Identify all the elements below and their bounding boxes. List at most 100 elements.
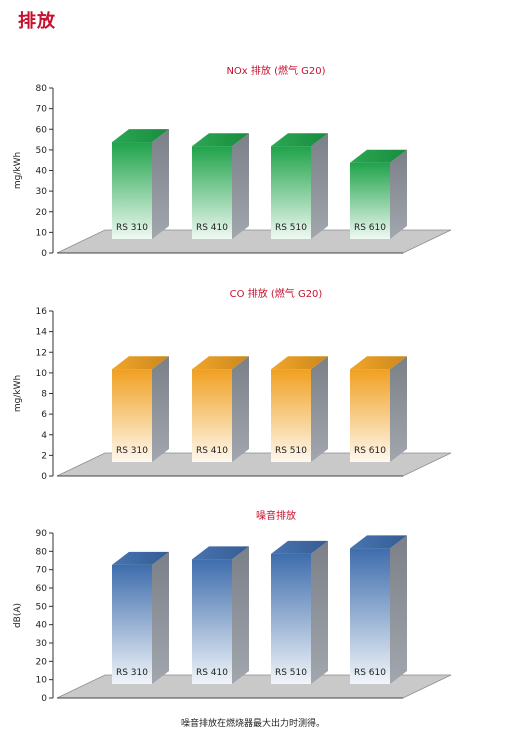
y-axis-label: dB(A) [13,603,23,628]
chart-title: 噪音排放 [256,509,296,522]
y-tick-label: 6 [41,410,47,420]
noise-emission-chart: 噪音排放 dB(A) 0 10 20 30 40 50 60 70 80 90 RS 310 RS 410… [0,503,506,708]
y-tick-label: 60 [36,584,48,594]
y-tick-label: 50 [36,146,48,156]
bar-side [390,356,407,462]
co-emission-chart: CO 排放 (燃气 G20) mg/kWh 0 2 4 6 8 10 12 14 16 RS 310 R… [0,281,506,486]
y-tick-label: 2 [41,451,47,461]
chart-svg: NOx 排放 (燃气 G20) mg/kWh 0 10 20 30 40 50 60 70 80 RS… [13,64,452,259]
y-tick-label: 10 [36,228,48,238]
bar-front [350,162,390,239]
y-tick-label: 0 [41,249,47,259]
bar-top [192,133,249,147]
y-tick-label: 20 [36,208,48,218]
chart-svg: CO 排放 (燃气 G20) mg/kWh 0 2 4 6 8 10 12 14 16 RS 310 R… [13,287,452,482]
y-tick-label: 16 [36,307,48,317]
bar-side [390,535,407,684]
chart-title: NOx 排放 (燃气 G20) [226,64,325,77]
bar-front [112,369,152,462]
bar-side [232,546,249,684]
category-label: RS 610 [354,223,386,233]
category-label: RS 410 [196,446,228,456]
y-tick-label: 60 [36,125,48,135]
y-tick-label: 40 [36,621,48,631]
bar: RS 610 [350,356,407,462]
bar: RS 510 [271,133,328,239]
bar: RS 510 [271,540,328,684]
y-tick-label: 0 [41,694,47,704]
bar-top [350,149,407,163]
bar-side [232,133,249,239]
y-tick-label: 0 [41,472,47,482]
bar: RS 610 [350,535,407,684]
y-tick-label: 30 [36,639,48,649]
y-tick-label: 20 [36,657,48,667]
bar-front [192,559,232,684]
bar-side [390,149,407,239]
bar: RS 310 [112,356,169,462]
category-label: RS 610 [354,446,386,456]
bar-side [232,356,249,462]
category-label: RS 410 [196,668,228,678]
y-tick-label: 40 [36,167,48,177]
bar-front [271,553,311,684]
category-label: RS 310 [116,223,148,233]
category-label: RS 610 [354,668,386,678]
y-axis-label: mg/kWh [13,152,23,189]
bar-front [271,146,311,239]
footnote: 噪音排放在燃烧器最大出力时测得。 [180,719,325,729]
y-tick-label: 12 [36,348,47,358]
category-label: RS 510 [275,223,307,233]
bar-side [311,540,328,684]
bar-top [350,535,407,549]
bar-top [192,356,249,370]
bar-front [112,142,152,239]
bar: RS 310 [112,129,169,239]
chart-title: CO 排放 (燃气 G20) [230,287,323,300]
y-tick-label: 14 [36,328,48,338]
page-title: 排放 [18,11,56,32]
bar-side [311,356,328,462]
y-tick-label: 80 [36,84,48,94]
bar-side [152,551,169,684]
bar-front [192,369,232,462]
bar-top [271,356,328,370]
bar-side [152,129,169,239]
bar: RS 410 [192,133,249,239]
y-tick-label: 50 [36,602,48,612]
category-label: RS 310 [116,668,148,678]
category-label: RS 410 [196,223,228,233]
chart-svg: 噪音排放 dB(A) 0 10 20 30 40 50 60 70 80 90 RS 310 RS 410… [13,509,452,704]
y-tick-label: 70 [36,566,48,576]
y-tick-label: 30 [36,187,48,197]
y-tick-label: 10 [36,369,48,379]
bar-top [271,133,328,147]
category-label: RS 510 [275,446,307,456]
category-label: RS 310 [116,446,148,456]
bar-top [112,551,169,565]
bar-top [112,129,169,143]
y-tick-label: 80 [36,547,48,557]
bar-front [271,369,311,462]
bar: RS 410 [192,546,249,684]
y-axis-label: mg/kWh [13,375,23,412]
bar-side [311,133,328,239]
category-label: RS 510 [275,668,307,678]
y-tick-label: 70 [36,105,48,115]
bar-top [112,356,169,370]
bar-front [350,369,390,462]
nox-emission-chart: NOx 排放 (燃气 G20) mg/kWh 0 10 20 30 40 50 60 70 80 RS… [0,58,506,263]
bar-front [350,548,390,684]
bar-front [112,564,152,684]
y-tick-label: 10 [36,676,48,686]
bar-front [192,146,232,239]
bar-top [350,356,407,370]
bar: RS 310 [112,551,169,684]
bar-top [192,546,249,560]
bar: RS 410 [192,356,249,462]
y-tick-label: 8 [41,390,47,400]
y-tick-label: 4 [41,431,47,441]
bar: RS 610 [350,149,407,239]
y-tick-label: 90 [36,529,48,539]
bar-top [271,540,328,554]
